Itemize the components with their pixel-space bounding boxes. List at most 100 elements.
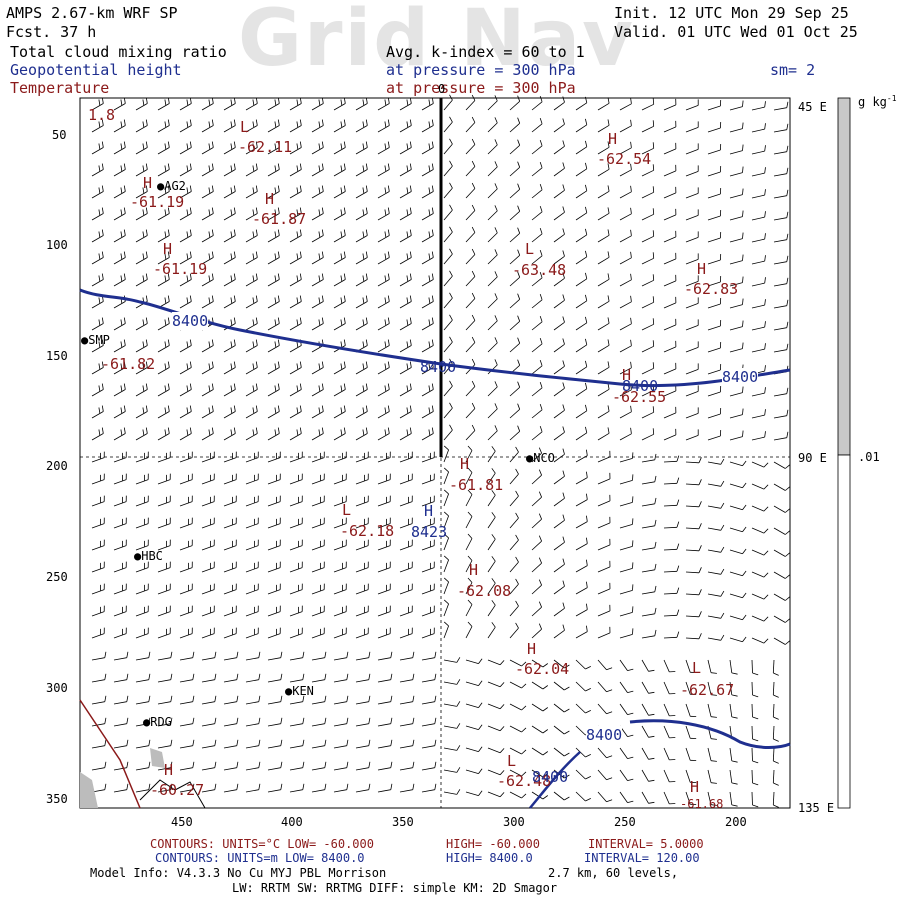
wind-barb-feather	[340, 187, 343, 194]
temp-extreme-marker: H	[608, 130, 618, 148]
wind-barb-feather	[252, 187, 255, 194]
wind-barb	[333, 679, 347, 683]
wind-barb-feather	[230, 407, 233, 414]
wind-barb-feather	[126, 673, 129, 680]
wind-barb	[311, 169, 324, 177]
wind-barb-feather	[471, 424, 476, 431]
wind-barb	[487, 494, 496, 507]
wind-barb	[267, 457, 281, 463]
wind-barb-feather	[742, 526, 747, 532]
smoothing: sm= 2	[770, 61, 816, 79]
wind-barb	[157, 679, 171, 683]
wind-barb	[91, 679, 105, 683]
wind-barb	[443, 769, 457, 773]
wind-barb	[772, 681, 775, 696]
wind-barb-feather	[538, 491, 542, 498]
wind-barb	[575, 499, 588, 507]
wind-barb	[399, 323, 412, 331]
wind-barb-feather	[449, 248, 453, 255]
wind-barb	[531, 431, 543, 441]
wind-barb	[663, 236, 677, 243]
wind-barb	[575, 477, 588, 485]
wind-barb-feather	[752, 716, 759, 720]
wind-barb-feather	[676, 543, 680, 550]
avg-kindex: Avg. k-index = 60 to 1	[386, 43, 585, 61]
wind-barb	[157, 501, 171, 507]
wind-barb-feather	[296, 231, 299, 238]
wind-barb	[267, 679, 281, 683]
wind-barb-feather	[752, 672, 759, 676]
wind-barb	[91, 633, 105, 639]
wind-barb	[245, 589, 259, 595]
wind-barb-feather	[409, 427, 412, 434]
wind-barb-feather	[299, 317, 302, 324]
wind-barb-feather	[211, 229, 214, 236]
wind-barb-feather	[384, 187, 387, 194]
wind-barb-feather	[346, 739, 349, 746]
wind-barb-feather	[368, 651, 371, 658]
wind-barb	[179, 589, 193, 595]
wind-barb	[597, 791, 607, 803]
wind-barb	[135, 633, 149, 639]
wind-barb-feather	[785, 530, 791, 535]
lon-label-135e: 135 E	[798, 801, 835, 815]
wind-barb-feather	[562, 250, 565, 257]
wind-barb	[443, 559, 449, 573]
wind-barb-feather	[258, 673, 261, 680]
wind-barb	[509, 387, 520, 397]
wind-barb	[333, 323, 346, 331]
wind-barb	[685, 105, 699, 111]
wind-barb	[201, 147, 214, 155]
wind-barb-feather	[585, 666, 591, 670]
wind-barb	[135, 679, 149, 683]
wind-barb	[333, 545, 347, 551]
wind-barb	[333, 633, 347, 639]
wind-barb-feather	[449, 160, 453, 167]
wind-barb	[443, 625, 449, 639]
wind-barb-feather	[627, 712, 634, 715]
wind-barb	[377, 103, 390, 111]
wind-barb	[135, 745, 149, 749]
wind-barb-feather	[431, 427, 434, 434]
wind-barb	[267, 103, 280, 111]
wind-barb	[465, 703, 479, 708]
wind-barb-feather	[630, 141, 632, 148]
wind-barb	[245, 323, 258, 331]
wind-barb	[509, 233, 520, 243]
wind-barb-feather	[585, 272, 588, 279]
wind-barb	[575, 256, 588, 265]
wind-barb	[157, 745, 171, 749]
wind-barb-feather	[324, 783, 327, 790]
height-contour-label: 8400	[420, 358, 457, 376]
wind-barb	[685, 435, 699, 441]
wind-barb	[509, 255, 520, 265]
wind-barb	[399, 657, 413, 661]
wind-barb	[663, 681, 670, 695]
wind-barb	[223, 479, 237, 485]
wind-barb	[641, 659, 649, 672]
wind-barb-feather	[764, 321, 766, 328]
temp-extreme-value: -61.19	[153, 260, 208, 278]
wind-barb-feather	[428, 319, 431, 326]
wind-barb-feather	[449, 358, 453, 365]
wind-barb-feather	[186, 187, 189, 194]
wind-barb	[267, 147, 280, 155]
wind-barb-feather	[321, 207, 324, 214]
wind-barb-feather	[145, 251, 148, 258]
wind-barb-feather	[764, 277, 766, 284]
wind-barb-feather	[236, 717, 239, 724]
wind-barb	[245, 789, 259, 793]
wind-barb	[421, 479, 435, 485]
wind-barb-feather	[585, 316, 588, 323]
wind-barb-feather	[542, 729, 549, 734]
wind-barb-feather	[630, 207, 632, 214]
wind-barb	[201, 701, 215, 705]
wind-barb	[113, 633, 127, 639]
wind-barb	[267, 323, 280, 331]
wind-barb	[663, 570, 678, 573]
wind-barb-feather	[478, 680, 483, 686]
wind-barb	[751, 571, 765, 578]
temp-extreme-value: -61.19	[130, 193, 185, 211]
wind-barb-feather	[763, 572, 769, 578]
wind-barb	[421, 457, 435, 463]
